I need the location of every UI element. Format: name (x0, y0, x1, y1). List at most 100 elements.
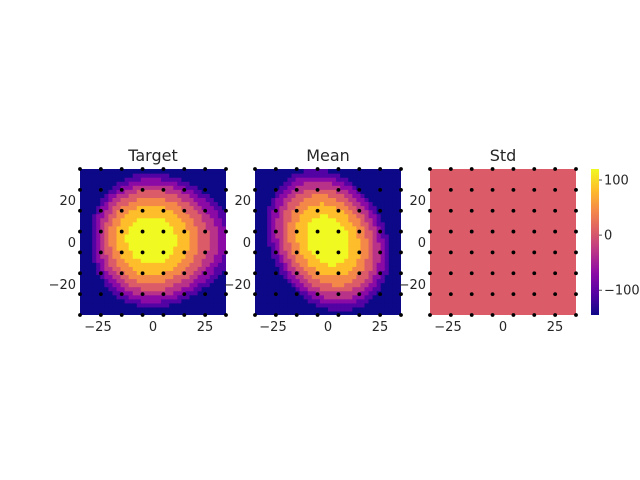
contour-cell (92, 221, 97, 227)
contour-cell (104, 225, 109, 231)
contour-cell (165, 181, 170, 186)
contour-cell (450, 173, 455, 178)
contour-cell (148, 169, 154, 174)
contour-cell (438, 229, 443, 235)
contour-cell (519, 278, 524, 284)
contour-cell (315, 258, 321, 263)
contour-cell (466, 169, 472, 174)
contour-cell (388, 201, 394, 207)
contour-cell (259, 302, 264, 308)
contour-cell (197, 217, 203, 223)
contour-cell (442, 169, 447, 174)
contour-cell (523, 201, 528, 207)
sample-point (490, 208, 495, 213)
contour-cell (307, 185, 313, 190)
contour-cell (559, 225, 565, 231)
contour-cell (104, 181, 109, 186)
sample-point (378, 250, 383, 255)
contour-cell (205, 254, 211, 259)
contour-cell (332, 286, 337, 292)
contour-cell (177, 205, 182, 211)
sample-point (574, 167, 578, 171)
contour-cell (563, 262, 569, 267)
contour-cell (352, 225, 357, 231)
contour-cell (527, 310, 532, 315)
contour-cell (348, 185, 353, 190)
contour-cell (478, 282, 484, 288)
contour-cell (511, 213, 516, 219)
contour-cell (535, 225, 541, 231)
contour-cell (259, 209, 264, 215)
contour-cell (515, 282, 520, 288)
contour-cell (372, 266, 378, 271)
contour-cell (319, 262, 325, 267)
contour-cell (446, 302, 451, 308)
contour-cell (446, 254, 451, 259)
sample-point (224, 229, 228, 234)
contour-cell (144, 266, 150, 271)
contour-cell (450, 278, 455, 284)
contour-cell (88, 278, 93, 284)
contour-cell (486, 169, 492, 174)
contour-cell (108, 306, 114, 312)
contour-cell (458, 181, 464, 186)
sample-point (98, 208, 103, 213)
contour-cell (328, 217, 333, 223)
contour-cell (193, 290, 199, 296)
contour-cell (112, 189, 118, 194)
contour-cell (519, 290, 524, 296)
contour-cell (148, 185, 154, 190)
contour-cell (92, 173, 97, 178)
contour-cell (221, 290, 226, 296)
contour-cell (217, 225, 223, 231)
contour-cell (563, 302, 569, 308)
contour-cell (388, 274, 394, 280)
contour-cell (450, 177, 455, 182)
contour-cell (295, 217, 301, 223)
contour-cell (352, 193, 357, 198)
contour-cell (384, 221, 390, 227)
contour-cell (336, 177, 341, 182)
contour-cell (108, 193, 114, 198)
contour-cell (148, 302, 154, 308)
contour-cell (96, 209, 101, 215)
contour-cell (157, 193, 162, 198)
contour-cell (267, 189, 272, 194)
contour-cell (396, 282, 401, 288)
contour-cell (372, 209, 378, 215)
contour-cell (478, 306, 484, 312)
contour-cell (189, 169, 195, 174)
contour-cell (384, 294, 390, 300)
contour-cell (287, 197, 293, 203)
sample-point (448, 187, 453, 192)
contour-cell (148, 290, 154, 296)
contour-cell (217, 229, 223, 235)
contour-cell (136, 306, 142, 312)
contour-cell (299, 229, 305, 235)
contour-cell (531, 278, 537, 284)
contour-cell (148, 181, 154, 186)
contour-cell (466, 225, 472, 231)
contour-cell (161, 205, 166, 211)
contour-cell (197, 310, 203, 315)
contour-cell (503, 221, 508, 227)
contour-cell (112, 217, 118, 223)
contour-cell (360, 233, 366, 239)
contour-cell (303, 177, 309, 182)
contour-cell (442, 274, 447, 280)
contour-cell (555, 173, 561, 178)
contour-cell (307, 246, 313, 251)
contour-cell (291, 298, 297, 304)
contour-cell (442, 262, 447, 267)
contour-cell (539, 173, 545, 178)
contour-cell (124, 229, 130, 235)
contour-cell (165, 306, 170, 312)
contour-cell (396, 201, 401, 207)
contour-cell (364, 177, 370, 182)
contour-cell (120, 225, 126, 231)
contour-cell (209, 189, 215, 194)
contour-cell (140, 205, 146, 211)
contour-cell (315, 278, 321, 284)
contour-cell (153, 193, 158, 198)
contour-cell (201, 262, 207, 267)
